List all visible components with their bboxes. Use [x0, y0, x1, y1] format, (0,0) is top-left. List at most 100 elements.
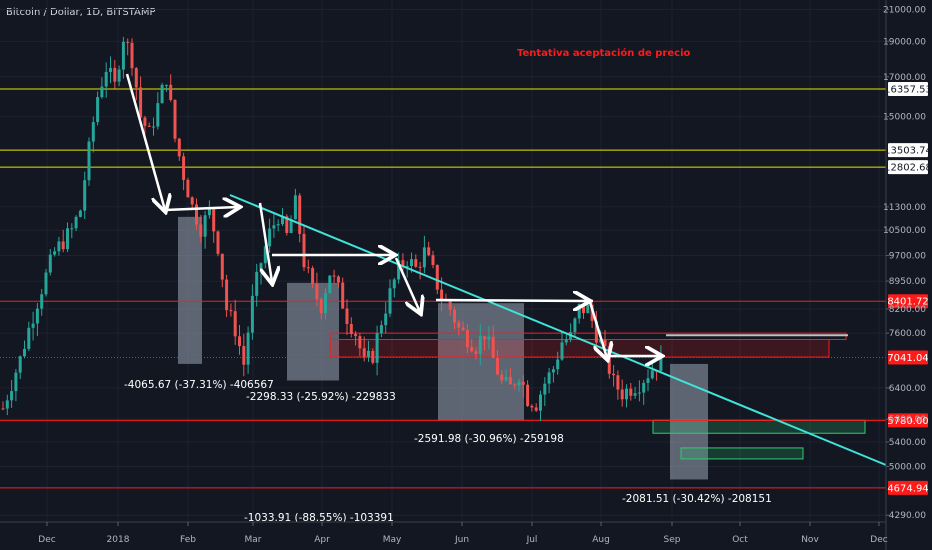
candle-body	[199, 224, 203, 237]
candle-body	[160, 84, 164, 104]
candle-body	[225, 279, 229, 311]
candle-body	[487, 336, 491, 340]
candle-body	[74, 216, 78, 229]
candle-body	[379, 325, 383, 334]
price-label-bg	[888, 82, 928, 97]
candle-body	[521, 381, 525, 385]
candle-body	[212, 208, 216, 232]
candle-body	[31, 323, 35, 328]
candle-body	[104, 71, 108, 87]
candle-body	[539, 394, 542, 411]
symbol-title: Bitcoin / Dollar, 1D, BITSTAMP	[6, 7, 156, 18]
candle-body	[259, 263, 263, 272]
candle-body	[298, 195, 302, 234]
y-tick-label: 8200.00	[889, 305, 926, 315]
candle-body	[100, 86, 104, 98]
candle-body	[496, 357, 499, 375]
candle-body	[586, 304, 590, 314]
candle-body	[440, 289, 444, 301]
candle-body	[18, 356, 22, 373]
candle-body	[35, 308, 39, 324]
candle-body	[401, 260, 405, 267]
annotations: -4065.67 (-37.31%) -406567-2298.33 (-25.…	[124, 47, 772, 524]
candle-body	[177, 138, 181, 157]
candle-body	[349, 324, 353, 335]
candle-body	[195, 204, 198, 225]
candle-body	[233, 311, 237, 337]
candle-body	[431, 255, 435, 265]
candle-body	[10, 391, 14, 401]
x-tick-label: Nov	[801, 535, 819, 545]
candle-body	[57, 241, 61, 252]
arrow	[258, 202, 272, 282]
x-tick-label: Apr	[314, 535, 330, 545]
candle-body	[556, 359, 560, 370]
candle-body	[517, 381, 521, 386]
measure-boxes	[178, 216, 866, 480]
candle-body	[40, 294, 44, 309]
price-label: 8401.72	[887, 297, 928, 308]
y-tick-label: 6400.00	[889, 384, 926, 394]
candle-body	[577, 304, 581, 319]
candle-body	[306, 267, 310, 269]
x-tick-label: 2018	[107, 535, 130, 545]
candle-body	[500, 374, 504, 381]
candle-body	[328, 275, 332, 294]
candle-body	[70, 228, 74, 230]
price-label: 16357.53	[884, 85, 932, 96]
candle-body	[91, 122, 95, 142]
candle-body	[573, 318, 577, 333]
candle-body	[332, 275, 336, 277]
price-label: 4674.94	[887, 483, 928, 494]
candle-body	[354, 334, 358, 337]
annotation-title: Tentativa aceptación de precio	[517, 47, 690, 59]
trend-line	[229, 194, 887, 466]
price-label: 12802.68	[884, 163, 932, 174]
candle-body	[530, 405, 534, 408]
candle-body	[48, 254, 52, 273]
candle-body	[5, 400, 9, 409]
candle-body	[453, 309, 456, 323]
candle-body	[250, 295, 254, 333]
price-label: 13503.74	[884, 146, 932, 157]
resistance-zone-upper	[329, 332, 847, 340]
x-tick-label: Aug	[592, 535, 610, 545]
y-tick-label: 4290.00	[889, 511, 926, 521]
price-label: 5780.00	[887, 416, 928, 427]
x-tick-label: Dec	[870, 535, 887, 545]
x-tick-label: Sep	[664, 535, 681, 545]
candles	[1, 36, 663, 422]
candle-body	[186, 179, 190, 198]
price-label-bg	[888, 143, 928, 158]
candle-body	[461, 327, 465, 331]
candle-body	[474, 351, 478, 354]
x-tick-label: Oct	[732, 535, 748, 545]
candle-body	[448, 301, 452, 310]
candle-body	[182, 156, 186, 180]
candle-body	[358, 336, 362, 349]
candle-body	[207, 208, 211, 216]
candle-body	[470, 347, 474, 352]
candle-body	[405, 266, 409, 268]
price-label-bg	[888, 350, 928, 365]
y-tick-label: 15000.00	[883, 113, 926, 123]
candle-body	[362, 348, 366, 357]
candle-body	[255, 271, 259, 296]
candle-body	[143, 117, 147, 126]
candle-body	[345, 308, 349, 325]
price-label-bg	[888, 480, 928, 495]
candle-body	[422, 247, 426, 268]
candle-body	[263, 246, 267, 264]
x-tick-label: Dec	[38, 535, 55, 545]
candle-body	[513, 384, 517, 386]
candle-body	[551, 369, 555, 373]
candle-body	[543, 383, 547, 395]
y-tick-label: 8950.00	[889, 277, 926, 287]
candle-body	[109, 67, 112, 72]
arrow	[435, 300, 588, 301]
x-tick-label: Jun	[454, 535, 469, 545]
y-tick-label: 17000.00	[883, 73, 926, 83]
candle-body	[457, 322, 461, 328]
candle-body	[336, 276, 340, 283]
